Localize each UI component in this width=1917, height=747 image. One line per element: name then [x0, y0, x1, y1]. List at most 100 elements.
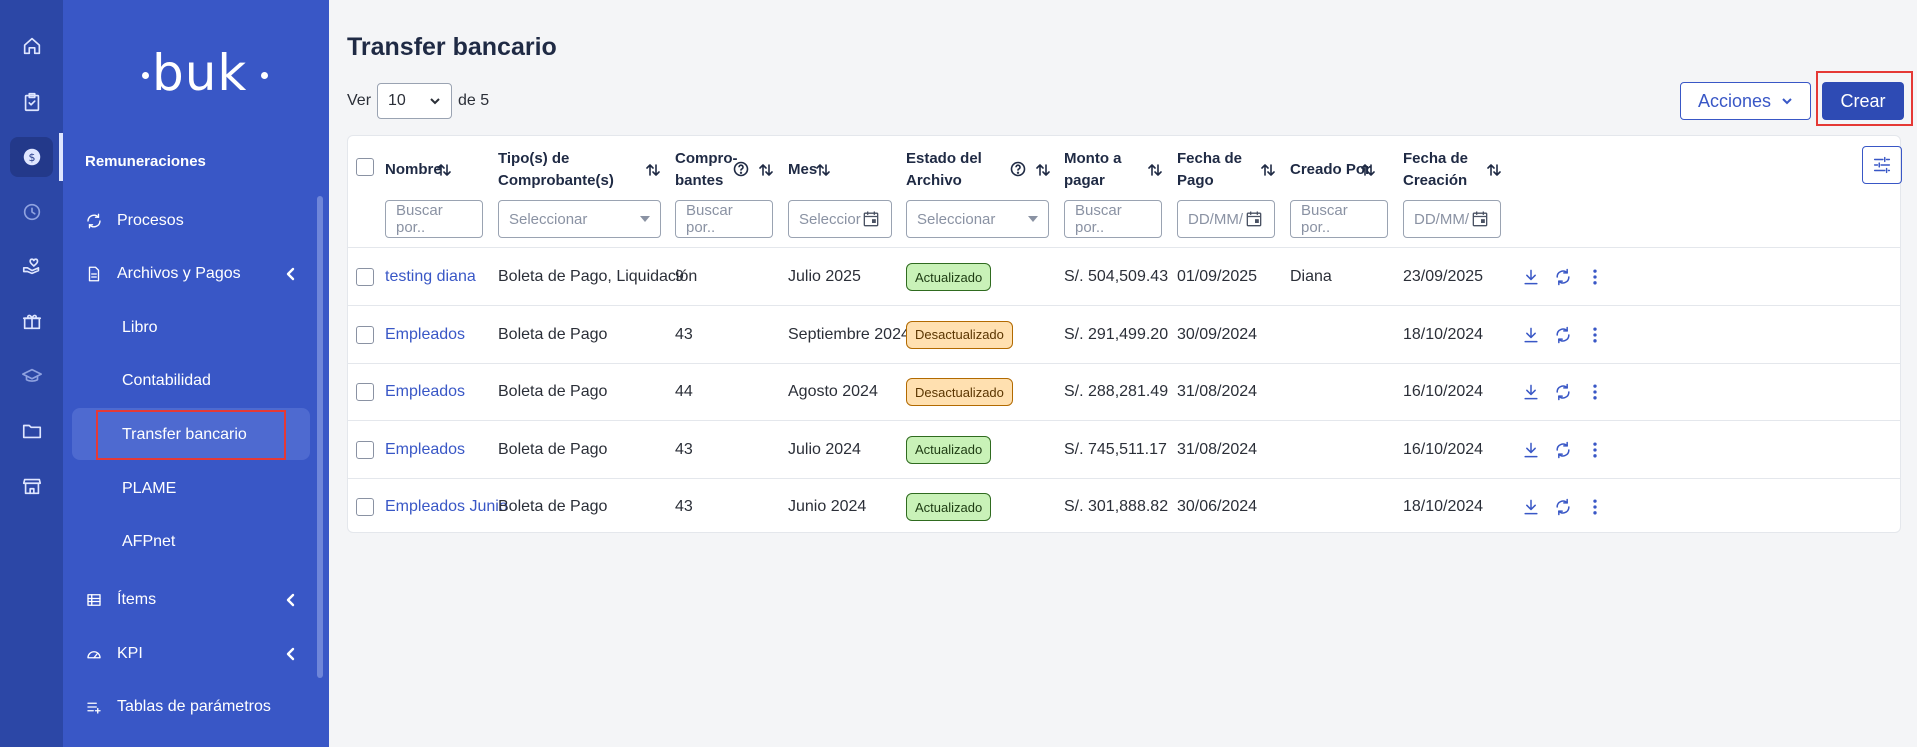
header-estado[interactable]: Estado del Archivo: [906, 150, 982, 189]
header-mes[interactable]: Mes: [788, 161, 818, 178]
row-checkbox[interactable]: [356, 498, 374, 516]
row-checkbox[interactable]: [356, 383, 374, 401]
filter-nombre-input[interactable]: Buscar por..: [385, 200, 483, 238]
folder-icon[interactable]: [10, 411, 53, 451]
graduation-cap-icon[interactable]: [10, 356, 53, 396]
hand-heart-icon[interactable]: [10, 246, 53, 286]
sidebar-subitem-libro[interactable]: Libro: [122, 319, 158, 336]
sort-icon[interactable]: [1487, 162, 1501, 178]
help-icon[interactable]: [1010, 161, 1026, 177]
filter-mes-picker[interactable]: Seleccior: [788, 200, 892, 238]
download-icon[interactable]: [1521, 440, 1541, 460]
select-all-checkbox[interactable]: [356, 158, 374, 176]
download-icon[interactable]: [1521, 382, 1541, 402]
header-monto[interactable]: Monto a pagar: [1064, 150, 1122, 189]
filter-estado-select[interactable]: Seleccionar: [906, 200, 1049, 238]
per-page-select[interactable]: 10: [377, 83, 453, 119]
chevron-left-icon[interactable]: [284, 593, 298, 607]
crear-button[interactable]: Crear: [1822, 82, 1904, 120]
sort-icon[interactable]: [816, 162, 830, 178]
cell-nombre[interactable]: Empleados: [385, 440, 466, 458]
help-icon[interactable]: [733, 161, 749, 177]
filter-fecha-creacion-picker[interactable]: DD/MM/: [1403, 200, 1501, 238]
sidebar-subitem-plame[interactable]: PLAME: [122, 480, 177, 497]
header-comprobantes[interactable]: Compro-bantes: [675, 150, 738, 189]
header-fecha-pago[interactable]: Fecha de Pago: [1177, 150, 1243, 189]
sidebar-item-archivos-y-pagos[interactable]: Archivos y Pagos: [85, 262, 241, 286]
cell-nombre[interactable]: Empleados: [385, 383, 466, 400]
acciones-button[interactable]: Acciones: [1680, 82, 1811, 120]
download-icon[interactable]: [1521, 325, 1541, 345]
download-icon[interactable]: [1521, 497, 1541, 517]
home-icon[interactable]: [10, 26, 53, 66]
gauge-icon: [87, 651, 101, 659]
sync-icon[interactable]: [1553, 267, 1573, 287]
gift-icon[interactable]: [10, 301, 53, 341]
sort-icon[interactable]: [437, 162, 451, 178]
calendar-icon: [1472, 211, 1488, 227]
more-vertical-icon[interactable]: [1585, 440, 1605, 460]
sidebar-scrollbar[interactable]: [317, 196, 323, 678]
column-settings-button[interactable]: [1862, 146, 1902, 184]
sort-icon[interactable]: [1261, 162, 1275, 178]
header-tipo[interactable]: Tipo(s) de Comprobante(s): [498, 150, 614, 189]
more-vertical-icon[interactable]: [1585, 497, 1605, 517]
sort-icon[interactable]: [1036, 162, 1050, 178]
sidebar-item-items[interactable]: Ítems: [85, 588, 156, 612]
buk-logo[interactable]: buk: [138, 44, 268, 104]
filter-creado-por-input[interactable]: Buscar por..: [1290, 200, 1388, 238]
sync-icon[interactable]: [1553, 382, 1573, 402]
sidebar-item-tablas-de-parametros[interactable]: Tablas de parámetros: [85, 695, 271, 719]
cell-nombre[interactable]: Empleados Junio: [385, 498, 508, 515]
sidebar-subitem-transfer-bancario[interactable]: Transfer bancario: [122, 426, 247, 443]
sort-icon[interactable]: [1361, 162, 1375, 178]
chevron-left-icon[interactable]: [284, 267, 298, 281]
sidebar-subitem-afpnet[interactable]: AFPnet: [122, 533, 176, 550]
chevron-left-icon[interactable]: [284, 647, 298, 661]
cell-fecha-creacion: 23/09/2025: [1403, 268, 1484, 285]
list-icon: [87, 594, 101, 606]
header-nombre[interactable]: Nombre: [385, 161, 442, 178]
filter-fecha-pago-picker[interactable]: DD/MM/: [1177, 200, 1275, 238]
filter-tipo-select[interactable]: Seleccionar: [498, 200, 661, 238]
sync-icon[interactable]: [1553, 497, 1573, 517]
store-icon[interactable]: [10, 466, 53, 506]
cell-comprobantes: 43: [675, 325, 693, 343]
file-icon: [88, 266, 100, 282]
sort-icon[interactable]: [759, 162, 773, 178]
dollar-icon[interactable]: $: [10, 137, 53, 177]
cell-nombre[interactable]: Empleados: [385, 325, 466, 343]
sync-icon[interactable]: [1553, 440, 1573, 460]
filter-monto-input[interactable]: Buscar por..: [1064, 200, 1162, 238]
clipboard-icon[interactable]: [10, 82, 53, 122]
cell-fecha-pago: 30/09/2024: [1177, 325, 1258, 343]
cell-mes: Julio 2024: [788, 440, 861, 458]
cell-mes: Julio 2025: [788, 268, 861, 285]
sort-icon[interactable]: [1148, 162, 1162, 178]
rail-active-indicator: [59, 133, 63, 181]
more-vertical-icon[interactable]: [1585, 267, 1605, 287]
sort-icon[interactable]: [646, 162, 660, 178]
chevron-down-icon: [430, 98, 440, 105]
sidebar-item-kpi[interactable]: KPI: [85, 642, 143, 666]
cell-mes: Agosto 2024: [788, 383, 878, 400]
more-vertical-icon[interactable]: [1585, 325, 1605, 345]
row-checkbox[interactable]: [356, 268, 374, 286]
header-fecha-creacion[interactable]: Fecha de Creación: [1403, 150, 1469, 189]
row-checkbox[interactable]: [356, 440, 374, 459]
cell-creado-por: Diana: [1290, 268, 1332, 285]
status-badge: Actualizado: [906, 263, 992, 291]
header-creado-por[interactable]: Creado Por: [1290, 161, 1371, 178]
cell-nombre[interactable]: testing diana: [385, 268, 476, 285]
sidebar-item-procesos[interactable]: Procesos: [85, 209, 184, 233]
sidebar-item-label: KPI: [117, 645, 143, 662]
sync-icon[interactable]: [1553, 325, 1573, 345]
cell-monto: S/. 504,509.43: [1064, 268, 1169, 285]
filter-comprobantes-input[interactable]: Buscar por..: [675, 200, 773, 238]
clock-icon[interactable]: [10, 192, 53, 232]
more-vertical-icon[interactable]: [1585, 382, 1605, 402]
sidebar-subitem-contabilidad[interactable]: Contabilidad: [122, 372, 211, 389]
row-checkbox[interactable]: [356, 325, 374, 344]
cell-monto: S/. 288,281.49: [1064, 383, 1169, 400]
download-icon[interactable]: [1521, 267, 1541, 287]
